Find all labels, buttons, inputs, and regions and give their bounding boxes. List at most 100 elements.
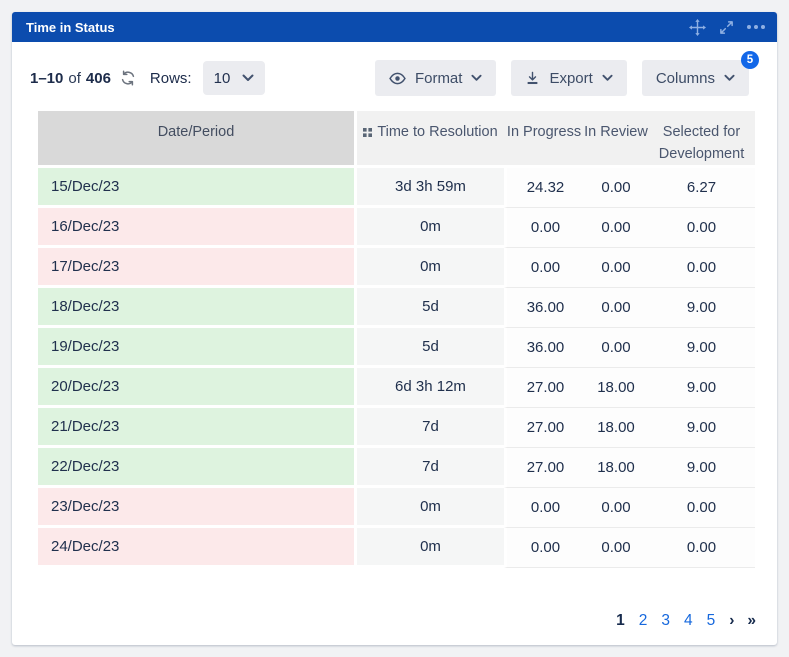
rows-label: Rows: bbox=[150, 70, 192, 87]
date-cell: 18/Dec/23 bbox=[38, 288, 354, 328]
grid-drag-icon bbox=[363, 128, 372, 137]
date-cell: 16/Dec/23 bbox=[38, 208, 354, 248]
gadget-titlebar: Time in Status bbox=[12, 12, 777, 42]
in-review-cell: 0.00 bbox=[584, 488, 648, 528]
column-header-date-period[interactable]: Date/Period bbox=[38, 111, 354, 168]
date-cell: 17/Dec/23 bbox=[38, 248, 354, 288]
expand-icon[interactable] bbox=[719, 20, 734, 35]
date-cell: 24/Dec/23 bbox=[38, 528, 354, 568]
ellipsis-icon[interactable] bbox=[747, 25, 765, 29]
in-review-cell: 0.00 bbox=[584, 328, 648, 368]
time-to-resolution-cell: 5d bbox=[354, 328, 504, 368]
table-row: 20/Dec/236d 3h 12m27.0018.009.00 bbox=[38, 368, 755, 408]
selected-for-development-cell: 0.00 bbox=[648, 208, 755, 248]
columns-button[interactable]: Columns 5 bbox=[642, 60, 749, 96]
table-row: 19/Dec/235d36.000.009.00 bbox=[38, 328, 755, 368]
of-label: of bbox=[68, 70, 81, 87]
time-to-resolution-cell: 0m bbox=[354, 248, 504, 288]
pagination-page-3[interactable]: 3 bbox=[661, 612, 670, 630]
date-cell: 15/Dec/23 bbox=[38, 168, 354, 208]
time-in-status-table: Date/Period Time to Resolution In Progre… bbox=[38, 111, 755, 568]
date-cell: 22/Dec/23 bbox=[38, 448, 354, 488]
in-review-cell: 18.00 bbox=[584, 448, 648, 488]
time-to-resolution-cell: 3d 3h 59m bbox=[354, 168, 504, 208]
table-row: 17/Dec/230m0.000.000.00 bbox=[38, 248, 755, 288]
table-row: 21/Dec/237d27.0018.009.00 bbox=[38, 408, 755, 448]
date-cell: 21/Dec/23 bbox=[38, 408, 354, 448]
date-cell: 23/Dec/23 bbox=[38, 488, 354, 528]
in-progress-cell: 27.00 bbox=[504, 368, 584, 408]
in-progress-cell: 27.00 bbox=[504, 408, 584, 448]
in-progress-cell: 0.00 bbox=[504, 528, 584, 568]
pagination-last-button[interactable]: » bbox=[747, 612, 755, 630]
table-row: 22/Dec/237d27.0018.009.00 bbox=[38, 448, 755, 488]
time-in-status-gadget: Time in Status 1–10 of 406 Rows: 10 bbox=[12, 12, 777, 645]
table-header-row: Date/Period Time to Resolution In Progre… bbox=[38, 111, 755, 168]
selected-for-development-cell: 0.00 bbox=[648, 248, 755, 288]
table-row: 24/Dec/230m0.000.000.00 bbox=[38, 528, 755, 568]
pagination-page-2[interactable]: 2 bbox=[639, 612, 648, 630]
selected-for-development-cell: 9.00 bbox=[648, 328, 755, 368]
time-to-resolution-cell: 0m bbox=[354, 528, 504, 568]
eye-icon bbox=[389, 70, 406, 87]
selected-for-development-cell: 9.00 bbox=[648, 368, 755, 408]
time-to-resolution-cell: 7d bbox=[354, 408, 504, 448]
time-to-resolution-cell: 0m bbox=[354, 208, 504, 248]
column-header-selected-for-development[interactable]: Selected for Development bbox=[648, 111, 755, 168]
table-row: 15/Dec/233d 3h 59m24.320.006.27 bbox=[38, 168, 755, 208]
selected-for-development-cell: 9.00 bbox=[648, 448, 755, 488]
chevron-down-icon bbox=[602, 74, 613, 82]
selected-for-development-cell: 6.27 bbox=[648, 168, 755, 208]
pagination-page-5[interactable]: 5 bbox=[707, 612, 716, 630]
move-icon[interactable] bbox=[689, 19, 706, 36]
export-button-label: Export bbox=[549, 70, 592, 87]
download-icon bbox=[525, 71, 540, 86]
time-to-resolution-cell: 6d 3h 12m bbox=[354, 368, 504, 408]
in-progress-cell: 0.00 bbox=[504, 488, 584, 528]
total-count: 406 bbox=[86, 70, 111, 87]
pagination-next-button[interactable]: › bbox=[729, 612, 733, 630]
rows-per-page-select[interactable]: 10 bbox=[203, 61, 266, 95]
table-row: 18/Dec/235d36.000.009.00 bbox=[38, 288, 755, 328]
in-review-cell: 0.00 bbox=[584, 208, 648, 248]
selected-for-development-cell: 0.00 bbox=[648, 488, 755, 528]
pagination-page-4[interactable]: 4 bbox=[684, 612, 693, 630]
range-text: 1–10 bbox=[30, 70, 63, 87]
columns-button-label: Columns bbox=[656, 70, 715, 87]
rows-per-page-value: 10 bbox=[214, 70, 231, 87]
export-button[interactable]: Export bbox=[511, 60, 626, 96]
toolbar-buttons: Format Export Columns 5 bbox=[375, 60, 749, 96]
time-to-resolution-cell: 7d bbox=[354, 448, 504, 488]
in-progress-cell: 0.00 bbox=[504, 248, 584, 288]
in-progress-cell: 36.00 bbox=[504, 288, 584, 328]
chevron-down-icon bbox=[724, 74, 735, 82]
table-row: 23/Dec/230m0.000.000.00 bbox=[38, 488, 755, 528]
in-review-cell: 18.00 bbox=[584, 408, 648, 448]
pagination-summary: 1–10 of 406 Rows: 10 bbox=[30, 61, 265, 95]
column-header-in-review[interactable]: In Review bbox=[584, 111, 648, 168]
format-button[interactable]: Format bbox=[375, 60, 497, 96]
in-progress-cell: 24.32 bbox=[504, 168, 584, 208]
in-progress-cell: 27.00 bbox=[504, 448, 584, 488]
column-header-time-to-resolution[interactable]: Time to Resolution bbox=[354, 111, 504, 168]
time-to-resolution-cell: 0m bbox=[354, 488, 504, 528]
in-progress-cell: 0.00 bbox=[504, 208, 584, 248]
in-review-cell: 0.00 bbox=[584, 248, 648, 288]
in-review-cell: 0.00 bbox=[584, 528, 648, 568]
table-row: 16/Dec/230m0.000.000.00 bbox=[38, 208, 755, 248]
in-review-cell: 0.00 bbox=[584, 168, 648, 208]
toolbar: 1–10 of 406 Rows: 10 Format Export bbox=[12, 60, 777, 96]
gadget-title: Time in Status bbox=[26, 20, 689, 35]
titlebar-actions bbox=[689, 19, 765, 36]
in-review-cell: 0.00 bbox=[584, 288, 648, 328]
chevron-down-icon bbox=[242, 74, 254, 82]
table-body: 15/Dec/233d 3h 59m24.320.006.2716/Dec/23… bbox=[38, 168, 755, 568]
selected-for-development-cell: 0.00 bbox=[648, 528, 755, 568]
format-button-label: Format bbox=[415, 70, 463, 87]
columns-count-badge: 5 bbox=[741, 51, 759, 69]
date-cell: 19/Dec/23 bbox=[38, 328, 354, 368]
pagination: 1 2345 › » bbox=[12, 612, 755, 630]
refresh-icon[interactable] bbox=[120, 70, 136, 86]
chevron-down-icon bbox=[471, 74, 482, 82]
column-header-in-progress[interactable]: In Progress bbox=[504, 111, 584, 168]
